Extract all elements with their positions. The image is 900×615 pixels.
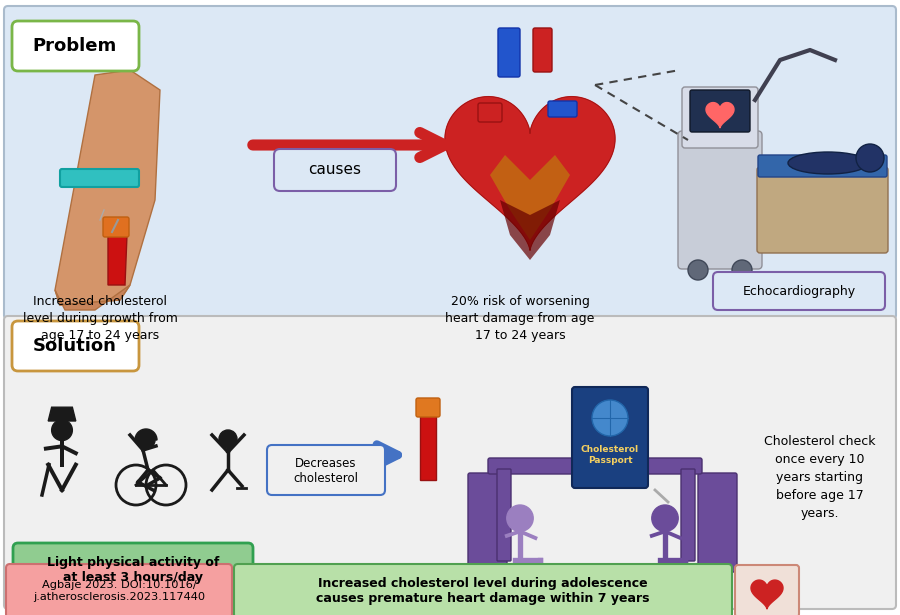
FancyBboxPatch shape bbox=[758, 155, 887, 177]
Text: causes: causes bbox=[309, 162, 362, 178]
FancyBboxPatch shape bbox=[690, 90, 750, 132]
Circle shape bbox=[732, 260, 752, 280]
Polygon shape bbox=[49, 407, 76, 421]
FancyBboxPatch shape bbox=[60, 169, 139, 187]
FancyBboxPatch shape bbox=[757, 167, 888, 253]
Polygon shape bbox=[500, 200, 560, 260]
FancyBboxPatch shape bbox=[267, 445, 385, 495]
FancyBboxPatch shape bbox=[6, 564, 232, 615]
FancyBboxPatch shape bbox=[416, 398, 440, 417]
Text: Cholesterol check
once every 10
years starting
before age 17
years.: Cholesterol check once every 10 years st… bbox=[764, 435, 876, 520]
FancyBboxPatch shape bbox=[498, 28, 520, 77]
Wedge shape bbox=[135, 429, 157, 440]
Text: Cholesterol
Passport: Cholesterol Passport bbox=[580, 445, 639, 465]
Text: Decreases
cholesterol: Decreases cholesterol bbox=[293, 457, 358, 485]
Ellipse shape bbox=[788, 152, 868, 174]
Circle shape bbox=[592, 400, 628, 436]
Text: Problem: Problem bbox=[33, 37, 117, 55]
FancyBboxPatch shape bbox=[698, 473, 737, 572]
Polygon shape bbox=[420, 415, 436, 480]
FancyBboxPatch shape bbox=[4, 6, 896, 319]
Polygon shape bbox=[706, 103, 734, 128]
FancyBboxPatch shape bbox=[533, 28, 552, 72]
Circle shape bbox=[856, 144, 884, 172]
FancyBboxPatch shape bbox=[735, 565, 799, 615]
FancyBboxPatch shape bbox=[548, 101, 577, 117]
Polygon shape bbox=[445, 97, 615, 250]
FancyBboxPatch shape bbox=[488, 458, 702, 474]
FancyBboxPatch shape bbox=[234, 564, 732, 615]
Circle shape bbox=[51, 420, 72, 440]
Polygon shape bbox=[751, 580, 783, 609]
Polygon shape bbox=[55, 285, 130, 310]
Text: Increased cholesterol level during adolescence
causes premature heart damage wit: Increased cholesterol level during adole… bbox=[316, 577, 650, 605]
Text: Echocardiography: Echocardiography bbox=[742, 285, 856, 298]
FancyBboxPatch shape bbox=[478, 103, 502, 122]
Text: Agbaje 2023. DOI:10.1016/
j.atherosclerosis.2023.117440: Agbaje 2023. DOI:10.1016/ j.atherosclero… bbox=[33, 580, 205, 602]
Text: Solution: Solution bbox=[33, 337, 117, 355]
Polygon shape bbox=[490, 155, 570, 240]
FancyBboxPatch shape bbox=[682, 87, 758, 148]
Circle shape bbox=[652, 505, 679, 531]
Circle shape bbox=[688, 260, 708, 280]
Circle shape bbox=[137, 431, 155, 449]
Text: 20% risk of worsening
heart damage from age
17 to 24 years: 20% risk of worsening heart damage from … bbox=[446, 295, 595, 342]
FancyBboxPatch shape bbox=[103, 217, 129, 237]
FancyBboxPatch shape bbox=[468, 473, 507, 572]
Polygon shape bbox=[108, 235, 127, 285]
Circle shape bbox=[507, 505, 533, 531]
FancyBboxPatch shape bbox=[681, 469, 695, 561]
FancyBboxPatch shape bbox=[12, 21, 139, 71]
Text: Increased cholesterol
level during growth from
age 17 to 24 years: Increased cholesterol level during growt… bbox=[22, 295, 177, 342]
Text: Light physical activity of
at least 3 hours/day: Light physical activity of at least 3 ho… bbox=[47, 556, 220, 584]
Circle shape bbox=[219, 430, 237, 448]
FancyBboxPatch shape bbox=[713, 272, 885, 310]
FancyBboxPatch shape bbox=[678, 131, 762, 269]
Polygon shape bbox=[55, 70, 160, 305]
FancyBboxPatch shape bbox=[274, 149, 396, 191]
FancyBboxPatch shape bbox=[497, 469, 511, 561]
FancyBboxPatch shape bbox=[12, 321, 139, 371]
FancyBboxPatch shape bbox=[4, 316, 896, 609]
FancyBboxPatch shape bbox=[572, 387, 648, 488]
FancyBboxPatch shape bbox=[13, 543, 253, 595]
